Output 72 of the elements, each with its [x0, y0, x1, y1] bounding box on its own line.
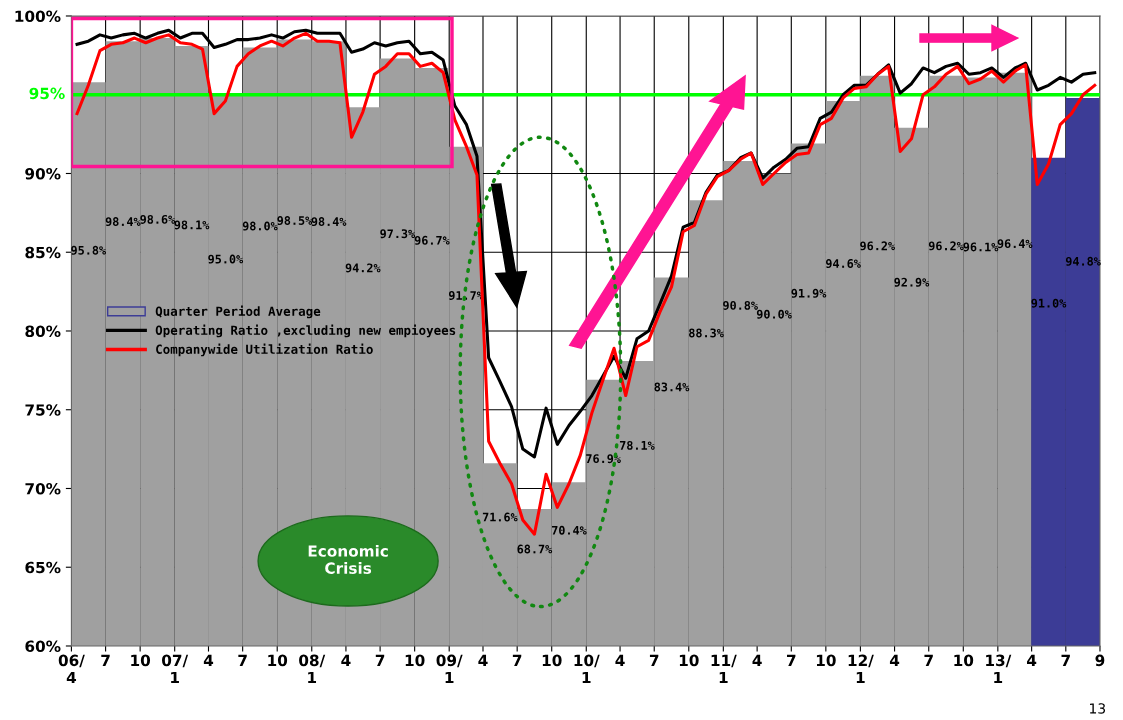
data-label: 95.8%: [71, 245, 107, 255]
x-tick-label: 10: [816, 654, 836, 667]
x-tick-label: 7: [649, 654, 659, 666]
legend-label: Companywide Utilization Ratio: [156, 343, 373, 357]
y-tick-label: 80%: [25, 325, 61, 338]
x-tick-label: 4: [752, 654, 762, 666]
x-tick-label: 7: [375, 654, 385, 666]
data-label: 96.1%: [963, 242, 999, 252]
y-tick-label: 100%: [15, 10, 61, 23]
x-tick-label: 4: [478, 654, 488, 666]
y-tick-label: 70%: [25, 482, 61, 495]
x-tick-label: 4: [1027, 654, 1037, 666]
data-label: 92.9%: [894, 277, 930, 287]
ref-line-label: 95%: [29, 87, 65, 100]
data-label: 78.1%: [619, 440, 655, 450]
data-label: 68.7%: [517, 544, 553, 554]
x-tick-label: 7: [238, 654, 247, 666]
x-tick-label: 7: [512, 654, 522, 666]
x-tick-label: 4: [203, 654, 214, 666]
data-label: 83.4%: [654, 382, 690, 392]
y-tick-label: 85%: [25, 246, 61, 259]
legend-label: Operating Ratio ,excluding new empioyees: [155, 324, 456, 338]
data-label: 96.2%: [928, 241, 964, 251]
x-tick-label: 10: [405, 654, 425, 667]
x-tick-label: 4: [341, 654, 351, 666]
annotation: Economic Crisis: [308, 544, 388, 574]
data-label: 98.5%: [277, 216, 313, 225]
y-tick-label: 90%: [25, 167, 61, 180]
data-label: 98.6%: [140, 214, 176, 224]
x-tick-label: 10: [268, 654, 288, 667]
x-tick-label: 06/ 4: [58, 654, 85, 684]
x-tick-label: 4: [889, 654, 900, 666]
data-label: 91.9%: [791, 288, 827, 298]
data-label: 96.2%: [860, 241, 895, 251]
x-tick-label: 08/ 1: [299, 654, 326, 684]
x-tick-label: 7: [787, 654, 796, 666]
legend-label: Quarter Period Average: [155, 305, 321, 319]
x-tick-label: 7: [101, 654, 110, 666]
x-tick-label: 09/ 1: [436, 654, 463, 684]
x-tick-label: 4: [615, 654, 625, 666]
data-label: 98.0%: [242, 221, 278, 231]
x-tick-label: 13/ 1: [986, 654, 1012, 684]
x-tick-label: 10: [131, 654, 151, 667]
data-label: 98.1%: [174, 220, 210, 230]
y-tick-label: 75%: [25, 404, 61, 416]
data-label: 94.6%: [825, 259, 861, 268]
data-label: 96.7%: [414, 235, 450, 245]
data-label: 71.6%: [482, 512, 518, 522]
x-tick-label: 10: [954, 654, 974, 667]
x-tick-label: 10: [679, 654, 699, 667]
data-label: 91.0%: [1031, 298, 1067, 308]
x-tick-label: 12/ 1: [848, 654, 874, 684]
data-label: 76.9%: [586, 454, 621, 464]
x-tick-label: 7: [924, 654, 933, 666]
x-tick-label: 07/ 1: [162, 654, 189, 684]
x-tick-label: 7: [1061, 654, 1070, 666]
y-tick-label: 65%: [25, 561, 61, 574]
y-tick-label: 60%: [25, 640, 61, 653]
data-label: 88.3%: [689, 328, 724, 338]
data-label: 98.4%: [311, 217, 347, 227]
data-label: 97.3%: [380, 229, 416, 239]
data-label: 94.2%: [345, 263, 381, 273]
data-label: 90.8%: [723, 300, 758, 310]
data-label: 70.4%: [552, 525, 587, 535]
x-tick-label: 10/ 1: [574, 654, 600, 684]
x-tick-label: 10: [542, 654, 562, 667]
data-label: 98.4%: [105, 217, 141, 227]
data-label: 90.0%: [756, 309, 792, 319]
text: 13: [1090, 703, 1106, 714]
data-label: 95.0%: [208, 254, 244, 264]
x-tick-label: 11/ 1: [711, 654, 737, 684]
x-tick-label: 9: [1095, 654, 1105, 667]
